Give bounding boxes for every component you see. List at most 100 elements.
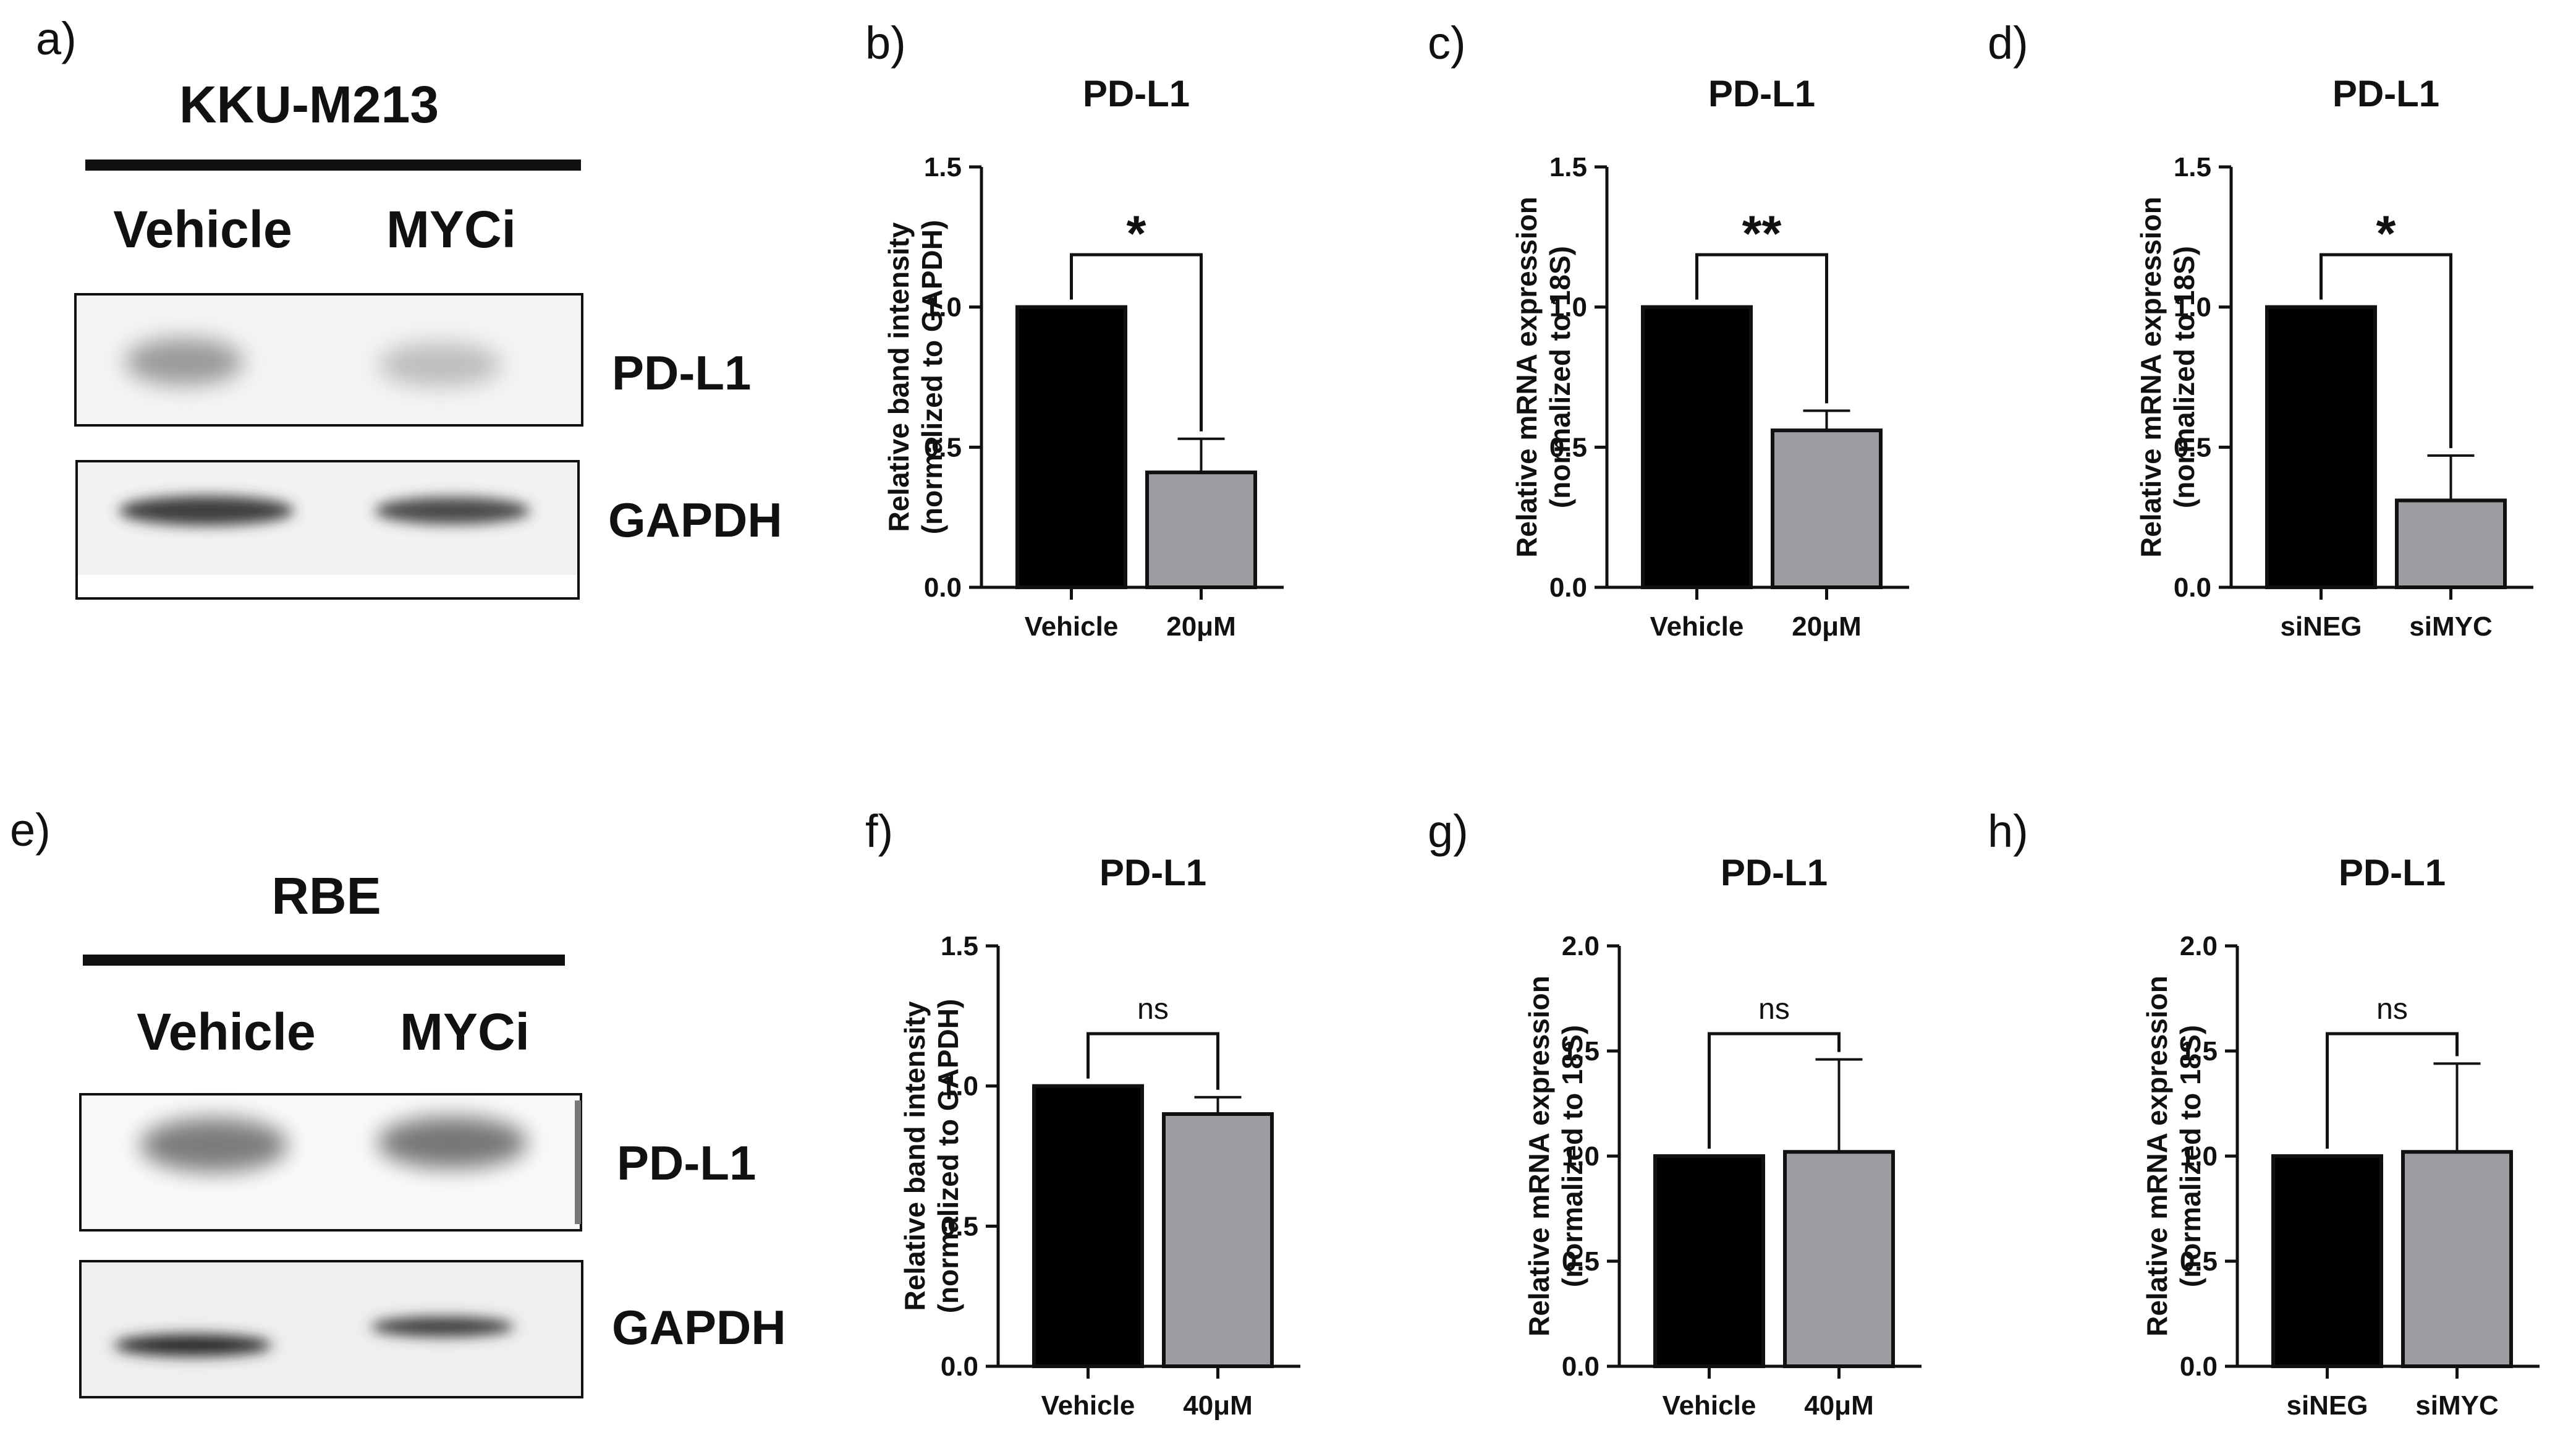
bar-b-1 [1015,305,1127,589]
panel-label-b: b) [865,17,906,69]
panel-label-f: f) [865,806,893,857]
bar-chart-f: f) PD-L1 Relative band intensity (normalize… [865,806,1300,1421]
panel-label-e: e) [10,804,51,856]
significance-bracket-h [2326,1032,2459,1149]
y-axis-label-f-line-2: (normalized to GAPDH) [932,999,964,1314]
y-tick-label-g: 2.0 [1562,931,1599,961]
x-tick-label-c-1: Vehicle [1650,611,1744,642]
y-tick-label-h: 0.0 [2180,1351,2218,1382]
bar-h-1 [2271,1154,2383,1368]
y-axis-label-b-line-1: Relative band intensity [883,222,915,532]
y-axis-label-c-line-1: Relative mRNA expression [1510,197,1543,558]
bar-chart-c: c) PD-L1 Relative mRNA expression (normaliz… [1428,17,1909,642]
chart-title-g: PD-L1 [1721,852,1828,893]
y-tick-label-f: 1.5 [941,931,978,961]
y-tick-label-c: 1.5 [1549,152,1587,182]
band-gapdh-vehicle-a [119,496,294,525]
blot-panel-a: a) KKU-M213 Vehicle MYCi PD-L1 GAPDH [36,13,782,600]
y-axis-label-g-line-2: (normalized to 18S) [1556,1025,1588,1287]
y-tick-label-c: 0.5 [1549,432,1587,462]
panel-label-g: g) [1428,806,1468,857]
bar-c-2 [1771,428,1883,590]
y-tick-label-g: 1.5 [1562,1036,1599,1066]
significance-label-b: * [1127,206,1146,262]
y-axis-label-b-line-2: (normalized to GAPDH) [916,220,948,535]
y-tick-label-g: 0.5 [1562,1246,1599,1277]
blot-title-e: RBE [271,867,381,925]
blot-membrane-gapdh-a [75,460,580,600]
y-axis-label-f-line-1: Relative band intensity [899,1001,931,1311]
band-pdl1-vehicle-a [125,338,244,385]
x-tick-label-b-2: 20μM [1166,611,1236,642]
significance-bracket-g [1708,1032,1841,1149]
y-tick-label-h: 0.5 [2180,1246,2218,1277]
panel-label-h: h) [1988,806,2028,857]
significance-label-c: ** [1742,206,1782,262]
x-tick-label-f-2: 40μM [1183,1390,1253,1421]
band-pdl1-myci-e [377,1117,528,1168]
y-tick-label-b: 1.5 [924,152,962,182]
blot-lane-vehicle-e: Vehicle [137,1003,316,1061]
blot-lane-vehicle-a: Vehicle [113,200,292,258]
blot-membrane-pdl1-a [74,293,583,427]
chart-title-b: PD-L1 [1083,73,1190,114]
x-tick-label-h-1: siNEG [2286,1390,2368,1421]
panel-label-c: c) [1428,17,1466,69]
y-tick-label-f: 1.0 [941,1071,978,1102]
blot-lane-myci-a: MYCi [386,200,516,258]
chart-title-c: PD-L1 [1708,73,1815,114]
chart-title-d: PD-L1 [2332,73,2439,114]
blot-lane-myci-e: MYCi [400,1003,530,1061]
x-tick-label-d-2: siMYC [2409,611,2492,642]
y-tick-label-g: 0.0 [1562,1351,1599,1382]
y-tick-label-h: 1.5 [2180,1036,2218,1066]
significance-bracket-f [1087,1032,1219,1090]
bar-h-2 [2401,1150,2513,1368]
blot-protein-gapdh-e: GAPDH [612,1300,786,1355]
blot-membrane-gapdh-e [79,1260,583,1398]
band-pdl1-vehicle-e [140,1118,288,1172]
significance-bracket-d [2320,253,2452,448]
blot-panel-e: e) RBE Vehicle MYCi PD-L1 GAPDH [10,804,786,1398]
y-tick-label-h: 1.0 [2180,1141,2218,1172]
y-tick-label-c: 1.0 [1549,292,1587,323]
y-axis-label-h-line-2: (normalized to 18S) [2174,1025,2206,1287]
x-tick-label-d-1: siNEG [2280,611,2362,642]
blot-title-underline-a [85,160,581,171]
band-gapdh-myci-a [375,497,530,524]
x-tick-label-c-2: 20μM [1792,611,1862,642]
x-tick-label-h-2: siMYC [2415,1390,2498,1421]
significance-label-f: ns [1137,993,1169,1026]
y-tick-label-b: 0.5 [924,432,962,462]
y-axis-label-d-line-2: (normalized to 18S) [2168,246,2200,508]
x-tick-label-b-1: Vehicle [1025,611,1119,642]
y-tick-label-f: 0.0 [941,1351,978,1382]
band-gapdh-vehicle-e [114,1334,272,1356]
y-tick-label-h: 2.0 [2180,931,2218,961]
bar-b-2 [1145,470,1257,590]
y-tick-label-d: 1.0 [2174,292,2211,323]
blot-title-underline-e [83,955,565,966]
bar-c-1 [1641,305,1753,589]
chart-title-f: PD-L1 [1099,852,1206,893]
bar-g-1 [1653,1154,1765,1368]
blot-protein-pdl1-e: PD-L1 [617,1136,756,1190]
y-tick-label-b: 1.0 [924,292,962,323]
y-axis-label-g-line-1: Relative mRNA expression [1523,976,1555,1337]
bar-d-1 [2265,305,2377,589]
y-tick-label-d: 1.5 [2174,152,2211,182]
significance-label-h: ns [2376,993,2408,1026]
bar-d-2 [2395,498,2507,590]
x-tick-label-f-1: Vehicle [1041,1390,1135,1421]
significance-label-d: * [2376,206,2396,262]
y-axis-label-h-line-1: Relative mRNA expression [2141,976,2173,1337]
y-axis-label-c-line-2: (normalized to 18S) [1544,246,1576,508]
y-tick-label-c: 0.0 [1549,572,1587,603]
bar-chart-h: h) PD-L1 Relative mRNA expression (normaliz… [1988,806,2540,1421]
blot-title-a: KKU-M213 [179,75,439,134]
bar-f-1 [1032,1084,1144,1368]
band-gapdh-myci-e [371,1317,514,1337]
chart-title-h: PD-L1 [2339,852,2446,893]
x-tick-label-g-1: Vehicle [1663,1390,1756,1421]
